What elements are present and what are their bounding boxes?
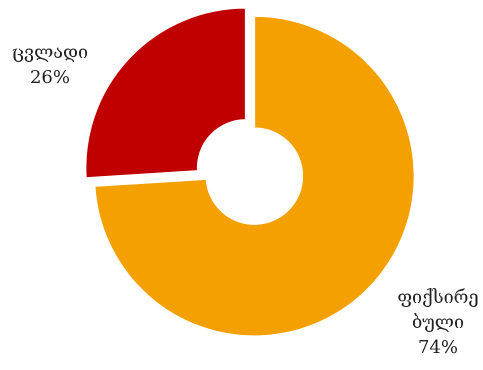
slice-label-variable-line1: ცვლადი xyxy=(11,42,89,63)
slice-label-fixed-line1: ფიქსირე xyxy=(397,287,479,308)
slice-fixed xyxy=(93,15,416,337)
slice-label-fixed: ფიქსირე ბული 74% xyxy=(383,285,483,360)
slice-label-fixed-percent: 74% xyxy=(417,337,458,358)
slice-label-variable-percent: 26% xyxy=(29,67,70,88)
slice-label-fixed-line2: ბული xyxy=(411,312,465,333)
slice-variable xyxy=(84,7,247,179)
slice-label-variable: ცვლადი 26% xyxy=(0,40,100,90)
